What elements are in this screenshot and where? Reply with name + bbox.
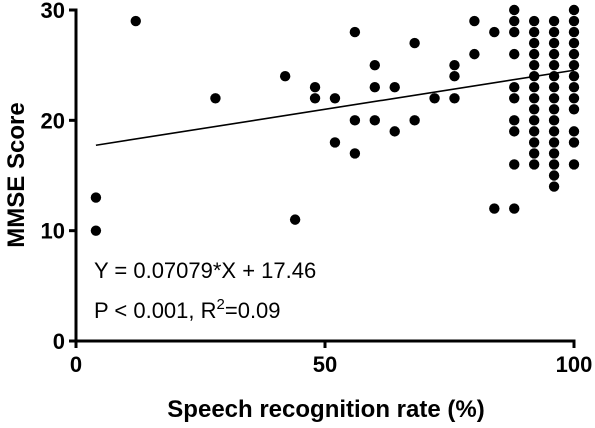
data-point [528,159,540,170]
x-axis-title: Speech recognition rate (%) [167,396,484,423]
data-points [90,4,580,236]
data-point [449,93,460,104]
data-point [568,26,580,38]
data-point [489,26,500,38]
data-point [568,15,580,27]
regression-stats: P < 0.001, R2=0.09 [94,296,281,323]
data-point [329,137,341,148]
data-point [130,15,141,27]
data-point [568,82,580,93]
data-point [528,93,540,104]
data-point [509,93,520,104]
data-point [489,203,500,214]
data-point [548,115,560,126]
regression-line [95,69,575,147]
data-point [548,37,560,49]
data-point [509,4,520,16]
y-tick-label: 0 [53,329,65,354]
data-point [528,82,540,93]
data-point [568,59,580,71]
regression-equation: Y = 0.07079*X + 17.46 [94,258,316,283]
y-tick-label: 20 [41,108,65,133]
data-point [369,59,380,71]
data-point [528,148,540,159]
data-point [349,26,361,38]
data-point [329,93,341,104]
data-point [289,214,301,225]
data-point [528,115,540,126]
data-point [528,59,540,71]
data-point [509,115,520,126]
data-point [548,59,560,71]
x-tick-label: 100 [556,352,593,377]
data-point [548,170,560,181]
data-point [369,115,380,126]
y-tick-label: 30 [41,0,65,23]
data-point [528,26,540,38]
data-point [548,93,560,104]
data-point [509,15,520,27]
data-point [528,126,540,137]
x-tick-label: 0 [70,352,82,377]
data-point [548,15,560,27]
data-point [210,93,221,104]
data-point [548,48,560,60]
data-point [369,82,380,93]
data-point [548,26,560,38]
data-point [509,126,520,137]
data-point [90,225,102,236]
data-point [429,93,440,104]
y-tick-label: 10 [41,219,65,244]
data-point [389,82,400,93]
data-point [568,126,580,137]
data-point [90,192,102,203]
data-point [528,137,540,148]
data-point [548,104,560,115]
data-point [568,4,580,16]
y-axis-title: MMSE Score [3,102,30,247]
data-point [528,15,540,27]
data-point [548,137,560,148]
data-point [509,26,520,38]
x-tick-label: 50 [313,352,337,377]
data-point [528,37,540,49]
data-point [449,59,460,71]
data-point [568,37,580,49]
data-point [548,82,560,93]
axis-ticks: 0 50 100 0 10 20 30 [41,0,593,377]
data-point [568,93,580,104]
data-point [349,115,361,126]
data-point [568,104,580,115]
data-point [568,71,580,82]
data-point [469,48,480,60]
data-point [548,159,560,170]
data-point [389,126,400,137]
data-point [409,37,420,49]
data-point [528,104,540,115]
data-point [469,15,480,27]
data-point [309,93,321,104]
r-squared-superscript: 2 [217,296,225,313]
data-point [548,126,560,137]
data-point [509,48,520,60]
data-point [509,82,520,93]
data-point [409,115,420,126]
data-point [528,48,540,60]
stats-prefix: P < 0.001, R [94,298,217,323]
data-point [568,48,580,60]
data-point [509,159,520,170]
data-point [548,181,560,192]
data-point [279,71,291,82]
data-point [309,82,321,93]
data-point [509,203,520,214]
data-point [568,159,580,170]
stats-suffix: =0.09 [225,298,281,323]
data-point [349,148,361,159]
data-point [568,137,580,148]
data-point [449,71,460,82]
data-point [548,148,560,159]
